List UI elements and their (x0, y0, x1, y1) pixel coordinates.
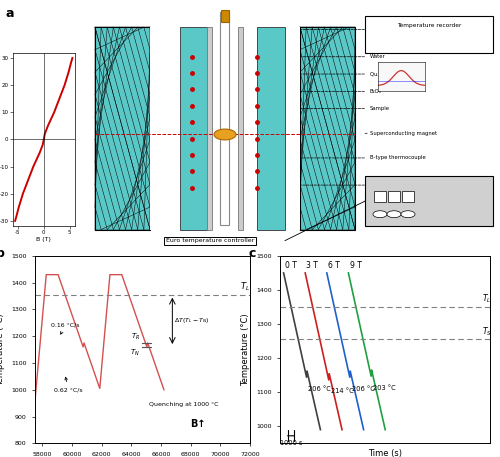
FancyBboxPatch shape (374, 191, 386, 202)
X-axis label: B (T): B (T) (36, 237, 51, 242)
Text: Quartz tube: Quartz tube (223, 72, 402, 76)
Text: $T_N$: $T_N$ (130, 348, 140, 358)
Text: $T_R$: $T_R$ (131, 332, 140, 342)
Polygon shape (208, 27, 212, 229)
FancyBboxPatch shape (388, 191, 400, 202)
Circle shape (373, 211, 387, 218)
Text: Infrared thermometer: Infrared thermometer (253, 27, 428, 32)
Text: 206 °C: 206 °C (308, 386, 331, 392)
Text: $T_L$: $T_L$ (482, 293, 491, 305)
Text: 1000 s: 1000 s (280, 440, 302, 446)
Polygon shape (220, 12, 230, 224)
Text: B↑: B↑ (190, 419, 206, 429)
Y-axis label: Temperature (°C): Temperature (°C) (242, 314, 250, 386)
X-axis label: Time (s): Time (s) (368, 449, 402, 457)
Text: 0.16 °C/s: 0.16 °C/s (52, 323, 80, 334)
Text: 203 °C: 203 °C (373, 385, 396, 391)
Text: $\Delta T(T_L-T_N)$: $\Delta T(T_L-T_N)$ (174, 316, 210, 325)
Text: Quenching at 1000 °C: Quenching at 1000 °C (148, 402, 218, 407)
Text: 6 T: 6 T (328, 260, 340, 270)
Polygon shape (150, 27, 300, 229)
Text: c: c (248, 247, 256, 260)
Circle shape (401, 211, 415, 218)
Polygon shape (258, 27, 285, 229)
Text: B₂O₃: B₂O₃ (223, 89, 382, 94)
Text: $T_S$: $T_S$ (482, 325, 492, 338)
Text: Sample: Sample (223, 106, 390, 111)
Text: Superconducting magnet: Superconducting magnet (365, 131, 437, 136)
Text: b: b (0, 247, 5, 260)
Polygon shape (221, 10, 229, 22)
FancyBboxPatch shape (365, 16, 492, 53)
Text: $T_L$: $T_L$ (240, 280, 250, 292)
Text: B-type thermocouple: B-type thermocouple (253, 155, 426, 160)
Text: 3 T: 3 T (306, 260, 318, 270)
FancyBboxPatch shape (402, 191, 414, 202)
Text: SiC resistance heater: SiC resistance heater (203, 183, 426, 187)
Polygon shape (238, 27, 242, 229)
Text: 9 T: 9 T (350, 260, 362, 270)
FancyBboxPatch shape (365, 176, 492, 226)
Text: Water: Water (218, 54, 386, 59)
Text: 0 T: 0 T (285, 260, 296, 270)
Text: 0.62 °C/s: 0.62 °C/s (54, 377, 83, 392)
Circle shape (387, 211, 401, 218)
Text: 214 °C: 214 °C (330, 388, 353, 394)
Text: Euro temperature controller: Euro temperature controller (166, 238, 254, 243)
Text: 206 °C: 206 °C (352, 386, 374, 392)
Text: Temperature recorder: Temperature recorder (396, 23, 461, 28)
Polygon shape (180, 27, 208, 229)
Text: a: a (5, 7, 14, 21)
Polygon shape (300, 27, 355, 229)
Y-axis label: Temperature (°C): Temperature (°C) (0, 314, 6, 386)
Polygon shape (95, 27, 150, 229)
Circle shape (214, 129, 236, 140)
